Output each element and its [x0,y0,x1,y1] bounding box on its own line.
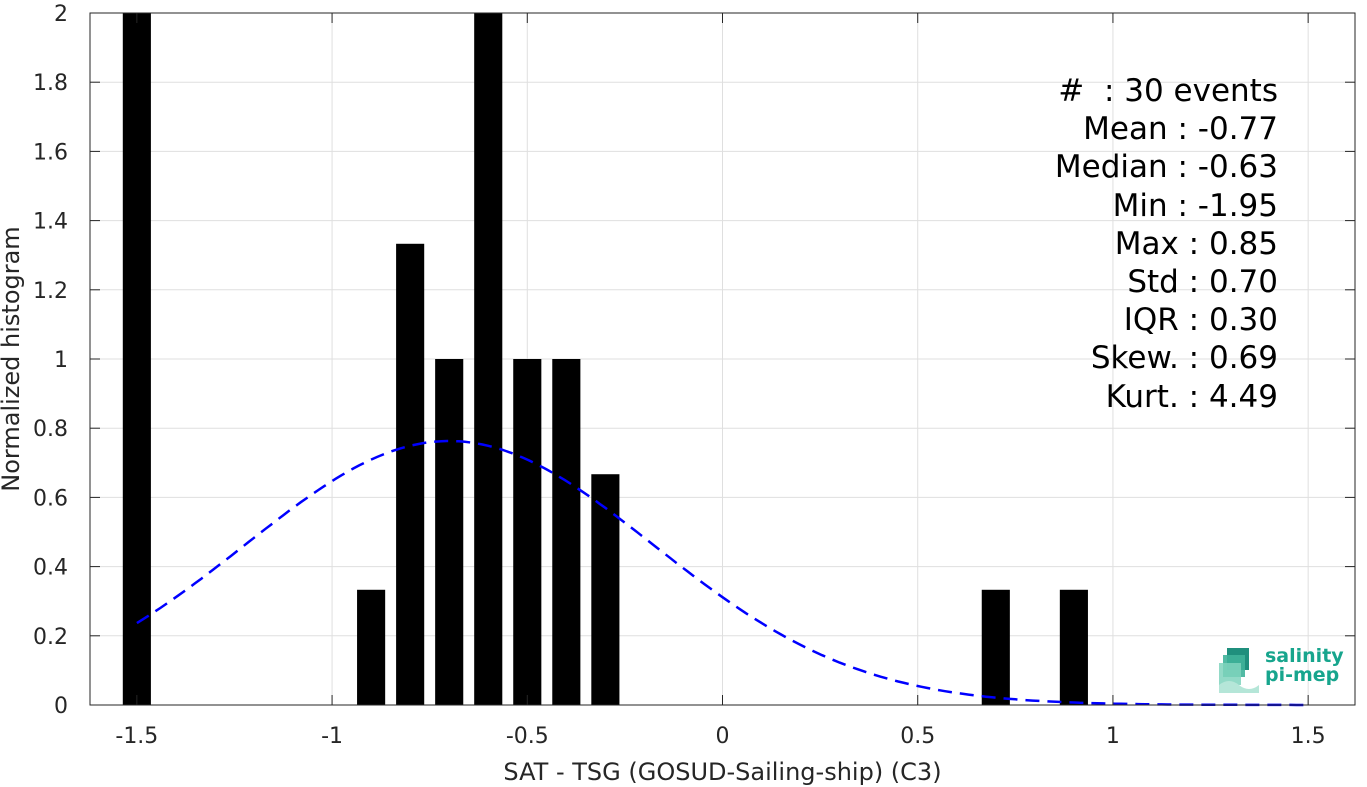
y-tick-label: 1.2 [33,279,68,304]
stat-line: # : 30 events [1058,73,1278,109]
histogram-bar [1059,589,1088,705]
histogram-bars [122,13,1088,706]
stat-line: Median : -0.63 [1054,149,1278,186]
x-tick-label: 1.5 [1291,724,1326,749]
logo-line1: salinity [1265,645,1344,667]
x-axis-label: SAT - TSG (GOSUD-Sailing-ship) (C3) [503,758,941,786]
y-tick-label: 1.6 [33,140,68,165]
y-axis-ticks: 0 0.2 0.4 0.6 0.8 1 1.2 1.4 1.6 1.8 2 [33,2,1355,719]
histogram-bar [474,13,503,705]
y-tick-label: 1 [54,348,68,373]
stat-line: Max : 0.85 [1114,225,1278,262]
x-tick-label: 0.5 [900,724,935,749]
x-tick-label: 0 [716,724,730,749]
y-tick-label: 0.6 [33,486,68,511]
stat-line: Min : -1.95 [1112,187,1278,224]
stat-line: Kurt. : 4.49 [1105,378,1278,415]
histogram-bar [552,359,581,705]
y-tick-label: 0.4 [33,556,68,581]
salinity-pi-mep-logo: salinity pi-mep [1217,645,1347,695]
stat-line: Std : 0.70 [1127,264,1278,301]
y-tick-label: 0.2 [33,625,68,650]
stat-line: Mean : -0.77 [1083,111,1278,148]
stat-line: IQR : 0.30 [1123,302,1278,339]
histogram-bar [513,359,542,705]
x-tick-label: 1 [1106,724,1120,749]
histogram-bar [122,13,151,705]
y-tick-label: 1.4 [33,210,68,235]
x-tick-label: -0.5 [506,724,549,749]
y-axis-label: Normalized histogram [0,226,25,491]
y-tick-label: 0.8 [33,417,68,442]
histogram-bar [396,243,425,706]
logo-line2: pi-mep [1265,664,1340,686]
stat-line: Skew. : 0.69 [1090,340,1278,377]
histogram-bar [435,359,464,705]
logo-emblem-icon [1219,648,1259,693]
histogram-bar [357,589,386,705]
y-tick-label: 1.8 [33,71,68,96]
x-axis-ticks: -1.5 -1 -0.5 0 0.5 1 1.5 [115,13,1326,749]
histogram-bar [981,589,1010,705]
gaussian-fit-curve [136,439,1309,707]
x-tick-label: -1 [321,724,343,749]
y-tick-label: 0 [54,694,68,719]
statistics-box: # : 30 events Mean : -0.77 Median : -0.63 M… [1055,72,1278,416]
x-tick-label: -1.5 [115,724,158,749]
y-tick-label: 2 [54,2,68,27]
histogram-bar [591,474,620,705]
